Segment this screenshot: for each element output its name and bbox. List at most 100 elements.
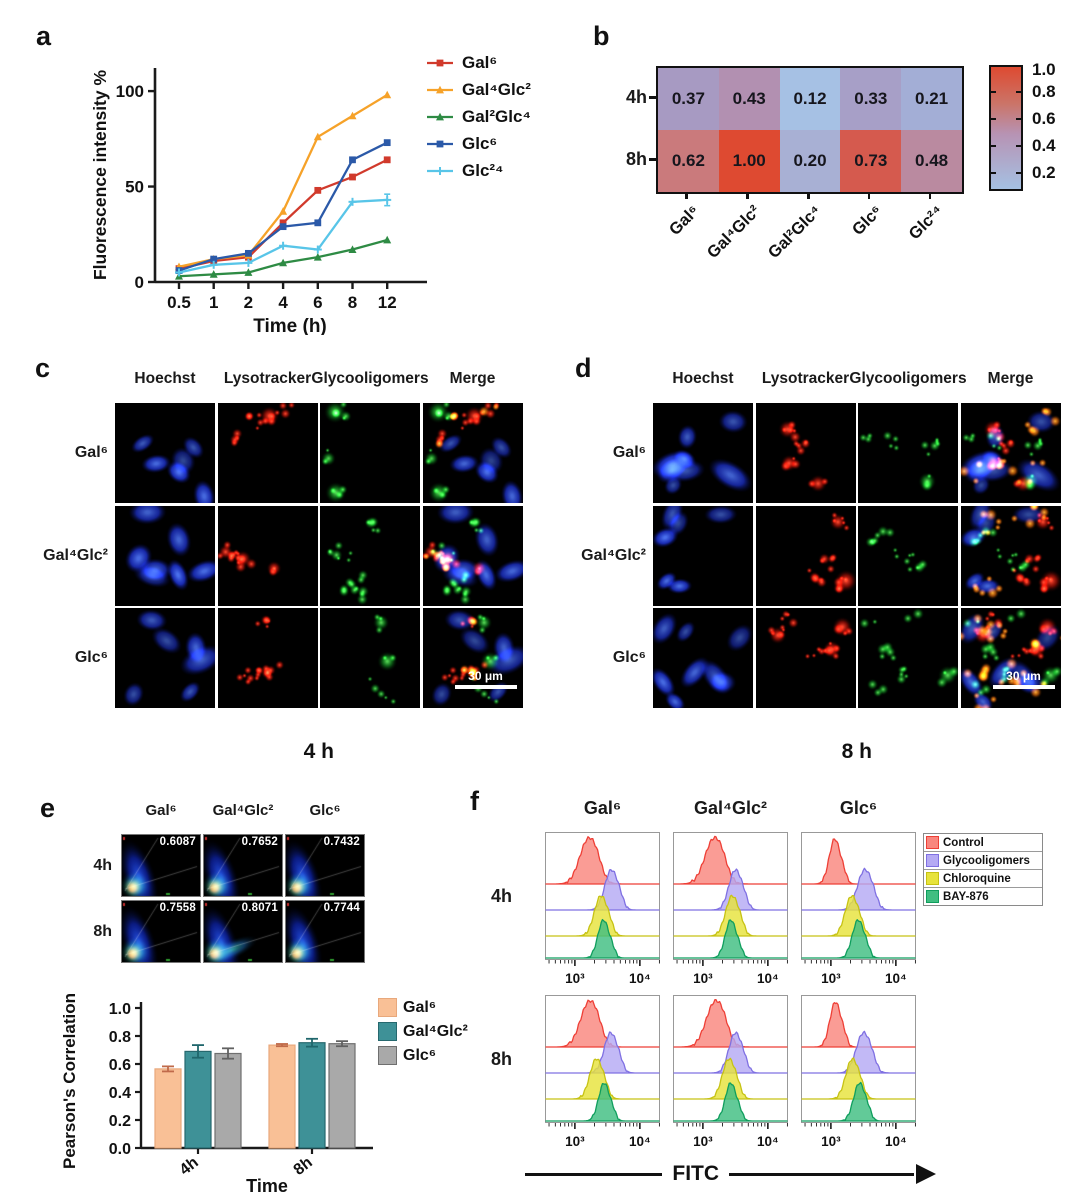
microscopy-row-label: Gal⁴Glc²	[43, 546, 108, 564]
colorbar-tick	[1016, 118, 1021, 121]
legend-item: Gal⁶	[425, 53, 531, 73]
colorbar-tick	[1016, 91, 1021, 94]
colorbar-tick	[1016, 172, 1021, 175]
flow-histogram: 10³ 10⁴	[801, 995, 916, 1149]
microscopy-image-cell	[755, 403, 856, 503]
microscopy-image-cell	[653, 608, 753, 708]
chart-shape	[210, 255, 218, 263]
colorbar-tick-label: 0.2	[1032, 163, 1056, 183]
heatmap-cell: 0.37	[658, 68, 719, 130]
flow-column-header: Gal⁶	[583, 798, 622, 818]
microscopy-image-merge	[422, 403, 523, 503]
heatmap-cell: 0.20	[779, 130, 841, 192]
histogram-curve	[673, 894, 788, 937]
microscopy-image-cell	[422, 608, 523, 708]
heatmap-col-label: Gal⁴Glc²	[703, 202, 764, 263]
microscopy-image-cell	[422, 505, 523, 606]
heatmap-row-tick	[649, 96, 656, 99]
microscopy-image-merge	[960, 403, 1061, 503]
heatmap-col-tick	[928, 193, 932, 199]
heatscatter-density-image	[286, 835, 364, 896]
y-tick-label: 0.0	[109, 1141, 131, 1158]
microscopy-image-cell	[320, 608, 420, 708]
pearson-value: 0.6087	[159, 836, 196, 848]
colorbar	[989, 65, 1023, 191]
panel-b-letter: b	[593, 21, 610, 51]
heatscatter-cell: 0.7432	[285, 834, 365, 897]
chart-shape	[314, 186, 322, 194]
time-caption: 4 h	[303, 740, 334, 763]
pearson-value: 0.7652	[241, 836, 278, 848]
heatscatter-density-image	[122, 901, 200, 962]
heatscatter-density-image	[204, 835, 282, 896]
panel-d-letter: d	[575, 353, 592, 383]
line-series	[178, 93, 388, 268]
microscopy-row-label: Gal⁴Glc²	[581, 546, 646, 564]
microscopy-column-header: Hoechst	[672, 370, 734, 387]
microscopy-image-cell	[320, 505, 420, 606]
legend-item: Control	[924, 834, 1042, 852]
chart-shape	[279, 207, 288, 215]
histogram-curve	[801, 919, 916, 959]
microscopy-column-header: Lysotracker	[223, 370, 312, 387]
heatscatter-cell: 0.7558	[121, 900, 201, 963]
legend-label: Gal⁴Glc²	[462, 80, 531, 99]
microscopy-image-merge	[960, 505, 1061, 606]
x-tick-label: 8h	[291, 1154, 316, 1179]
y-tick-label: 0	[135, 273, 144, 292]
microscopy-row-label: Glc⁶	[612, 649, 646, 666]
colorbar-tick	[1016, 145, 1021, 148]
pearson-bar-chart: 0.0 0.2 0.4 0.6 0.8 1.0 Pearson's Correlation 4…	[60, 993, 373, 1196]
y-axis-label: Fluorescence intensity %	[90, 70, 110, 281]
legend-item: Gal²Glc⁴	[425, 107, 531, 127]
line-series	[178, 141, 388, 272]
x-tick-label: 0.5	[167, 293, 191, 312]
microscopy-image-lyso	[217, 608, 318, 708]
chart-shape	[383, 139, 391, 147]
legend-label: Glycooligomers	[943, 854, 1030, 867]
panel-a-letter: a	[36, 21, 52, 51]
legend-label: Gal²Glc⁴	[462, 107, 531, 126]
panel-a: a 0 50 100 0.5 1 2 4 6 8 12 Time (h) Fluorescence i…	[20, 15, 580, 340]
x-tick-label: 10⁴	[629, 1134, 651, 1149]
chart-shape	[314, 219, 322, 227]
x-axis-label: Time (h)	[253, 316, 327, 335]
x-tick-label: 10³	[565, 1134, 585, 1149]
bar	[184, 1050, 212, 1149]
chart-shape	[313, 252, 322, 261]
legend-marker-icon	[427, 167, 453, 175]
colorbar-tick-label: 0.4	[1032, 136, 1056, 156]
chart-shape	[245, 249, 252, 257]
legend-swatch-icon	[378, 1022, 397, 1041]
x-tick-label: 10⁴	[629, 971, 651, 986]
legend-label: Glc⁶	[462, 134, 498, 153]
chart-shape	[313, 132, 322, 141]
microscopy-image-cell	[858, 608, 958, 708]
x-tick-label: 10⁴	[885, 1134, 907, 1149]
heatmap-cell: 1.00	[718, 130, 780, 192]
panel-f-letter: f	[470, 786, 479, 816]
microscopy-row-label: Gal⁶	[74, 444, 108, 461]
chart-shape	[436, 140, 444, 148]
microscopy-image-cell	[960, 505, 1061, 606]
microscopy-image-cell	[422, 403, 523, 503]
flow-row-label: 4h	[490, 885, 512, 906]
heatscatter-cell: 0.8071	[203, 900, 283, 963]
colorbar-tick	[991, 91, 996, 94]
arrowhead-icon	[916, 1164, 936, 1184]
microscopy-image-glyco	[320, 403, 420, 503]
chart-shape	[436, 112, 444, 121]
panel-d-microscopy-8h: d Hoechst Lysotracker Glycooligomers Merge G…	[558, 348, 1080, 780]
chart-shape	[349, 156, 356, 164]
panel-e-colocalization: e 0.0 0.2 0.4 0.6 0.8 1.0 Pearson's Correlatio…	[20, 786, 468, 1200]
legend-item: Glc⁶	[378, 1046, 468, 1065]
flow-histogram: 10³ 10⁴	[801, 832, 916, 986]
histogram-curve	[545, 999, 660, 1048]
legend-label: Gal⁶	[403, 998, 437, 1016]
chart-shape	[209, 270, 218, 278]
microscopy-image-lyso	[755, 403, 856, 503]
flow-histogram: 10³ 10⁴	[545, 995, 660, 1149]
heatmap-row-tick	[649, 158, 656, 161]
heatmap-cell: 0.12	[779, 68, 841, 130]
histogram-curve	[673, 1031, 788, 1074]
